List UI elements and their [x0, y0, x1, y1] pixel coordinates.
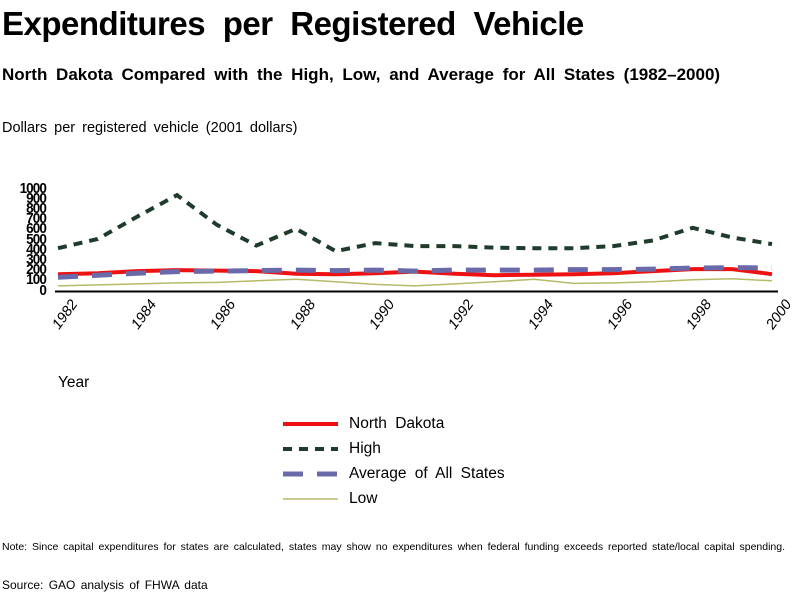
legend-swatch-low [283, 497, 338, 500]
series-line-high [57, 192, 773, 254]
footnote: Note: Since capital expenditures for sta… [2, 541, 786, 553]
x-axis-title: Year [58, 374, 90, 391]
legend-label: Low [349, 489, 378, 507]
y-tick-label-900: 900 [26, 189, 47, 207]
y-tick-label-600: 600 [26, 220, 47, 238]
y-tick-label-700: 700 [26, 210, 47, 228]
y-tick-label-500: 500 [26, 230, 47, 248]
legend-label: North Dakota [349, 414, 445, 432]
legend-label: High [349, 439, 381, 457]
series-line-low [57, 278, 773, 287]
legend-swatch-north-dakota [283, 421, 338, 426]
y-tick-label-400: 400 [26, 240, 47, 258]
chart-title: Expenditures per Registered Vehicle [2, 5, 584, 42]
legend-item: North Dakota [283, 411, 505, 436]
legend-item: Low [283, 486, 505, 511]
y-tick-label-300: 300 [26, 250, 47, 268]
legend-swatch-average-of-all-states [283, 471, 338, 476]
y-tick-label-0: 0 [39, 281, 47, 299]
y-tick-label-800: 800 [26, 199, 47, 217]
legend-item: Average of All States [283, 461, 505, 486]
series-line-average-of-all-states [57, 265, 773, 280]
legend-label: Average of All States [349, 464, 505, 482]
legend-item: High [283, 436, 505, 461]
chart-subtitle: North Dakota Compared with the High, Low… [2, 65, 721, 84]
legend: North Dakota High Average of All States Low [283, 411, 505, 511]
y-tick-label-1000: 1000 [19, 179, 47, 197]
y-axis-unit-label: Dollars per registered vehicle (2001 dol… [2, 120, 298, 136]
y-tick-label-200: 200 [26, 261, 47, 279]
source-line: Source: GAO analysis of FHWA data [2, 578, 208, 592]
y-tick-label-100: 100 [26, 271, 47, 289]
legend-swatch-high [283, 446, 338, 451]
